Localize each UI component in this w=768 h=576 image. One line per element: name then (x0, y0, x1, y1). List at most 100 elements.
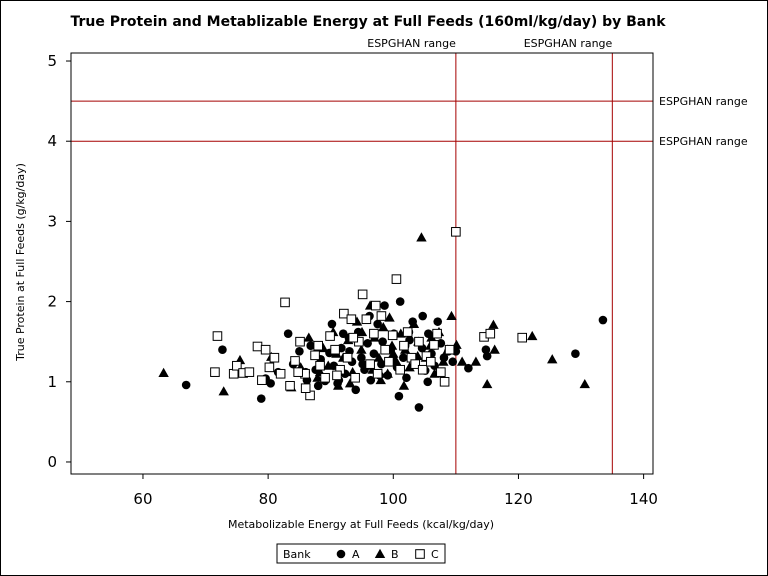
chart-title: True Protein and Metablizable Energy at … (70, 14, 666, 30)
y-axis-label: True Protein at Full Feeds (g/kg/day) (14, 163, 27, 362)
data-point-b (527, 330, 538, 341)
x-tick-label: 140 (629, 490, 658, 508)
x-tick-label: 60 (133, 490, 152, 508)
x-tick-label: 120 (504, 490, 533, 508)
legend-title: Bank (283, 548, 311, 561)
data-point-c (320, 372, 330, 383)
data-point-a (351, 385, 361, 395)
legend-label: B (391, 548, 399, 561)
legend-marker-c (415, 549, 425, 559)
data-point-c (444, 344, 455, 355)
data-point-c (290, 356, 300, 366)
data-point-a (327, 319, 337, 329)
data-point-a (378, 337, 387, 346)
data-point-b (391, 356, 402, 366)
data-point-a (357, 353, 366, 363)
data-point-a (373, 319, 382, 329)
data-point-b (303, 332, 315, 342)
data-point-a (369, 349, 379, 359)
legend: Bank A B C (276, 543, 446, 564)
data-point-b (446, 310, 457, 321)
data-point-b (356, 326, 368, 337)
data-point-c (365, 359, 375, 369)
data-point-c (414, 336, 424, 347)
data-point-b (384, 312, 395, 322)
data-point-c (330, 344, 340, 355)
y-tick-label: 5 (47, 52, 57, 70)
data-point-a (338, 329, 348, 338)
data-point-c (429, 340, 439, 350)
data-point-a (218, 345, 227, 355)
data-point-c (332, 370, 342, 381)
data-point-b (408, 318, 420, 329)
data-point-c (285, 380, 295, 391)
data-point-c (384, 356, 394, 367)
data-point-a (306, 341, 315, 350)
data-point-a (448, 357, 458, 367)
data-point-a (433, 317, 443, 326)
data-point-c (357, 289, 368, 300)
data-point-a (402, 373, 411, 383)
data-point-c (369, 328, 379, 339)
data-point-c (269, 352, 280, 363)
data-point-c (264, 362, 275, 373)
data-point-b (356, 344, 367, 354)
data-point-a (395, 297, 405, 306)
data-point-c (293, 367, 303, 377)
reference-line-label: ESPGHAN range (367, 37, 456, 50)
data-point-c (517, 332, 528, 343)
data-point-b (488, 319, 499, 329)
data-point-c (485, 328, 496, 339)
data-point-b (218, 386, 229, 396)
data-point-c (232, 360, 242, 371)
data-point-a (414, 403, 424, 412)
legend-marker-a (336, 549, 346, 559)
data-point-c (212, 331, 223, 341)
data-point-c (350, 372, 360, 383)
data-point-b (344, 378, 356, 388)
data-point-a (394, 391, 404, 401)
data-point-b (404, 362, 415, 372)
data-point-c (417, 364, 428, 375)
data-point-c (395, 364, 405, 375)
data-point-c (387, 330, 398, 341)
data-point-a (313, 381, 323, 391)
data-point-b (373, 352, 385, 362)
data-point-b (158, 367, 169, 377)
data-point-b (456, 356, 468, 366)
x-tick-label: 100 (379, 490, 408, 508)
data-point-b (481, 378, 493, 389)
data-point-c (370, 300, 381, 311)
reference-line-label: ESPGHAN range (659, 135, 748, 148)
y-tick-label: 3 (47, 212, 57, 230)
data-point-c (260, 344, 271, 355)
data-point-c (339, 308, 349, 319)
data-point-a (181, 380, 191, 390)
legend-label: A (352, 548, 360, 561)
data-point-c (426, 356, 436, 367)
data-point-b (426, 332, 437, 342)
data-point-c (380, 344, 390, 355)
data-point-a (256, 394, 266, 403)
x-axis-label: Metabolizable Energy at Full Feeds (kcal… (228, 518, 494, 531)
data-point-a (295, 347, 304, 356)
data-point-c (391, 274, 402, 284)
data-point-c (300, 383, 311, 393)
y-tick-label: 0 (47, 453, 57, 471)
data-point-c (325, 331, 335, 341)
data-point-c (244, 367, 255, 377)
data-point-c (315, 360, 325, 371)
data-point-c (210, 367, 220, 377)
data-point-c (295, 336, 305, 347)
data-point-c (346, 314, 357, 325)
data-point-b (312, 372, 323, 382)
data-point-a (464, 363, 473, 373)
plot-border (70, 52, 654, 475)
reference-line-label: ESPGHAN range (524, 37, 613, 50)
data-point-b (323, 360, 334, 370)
data-point-c (372, 368, 383, 379)
data-point-c (313, 340, 323, 351)
reference-line-label: ESPGHAN range (659, 95, 748, 108)
data-point-c (257, 375, 267, 385)
data-point-b (398, 380, 410, 390)
